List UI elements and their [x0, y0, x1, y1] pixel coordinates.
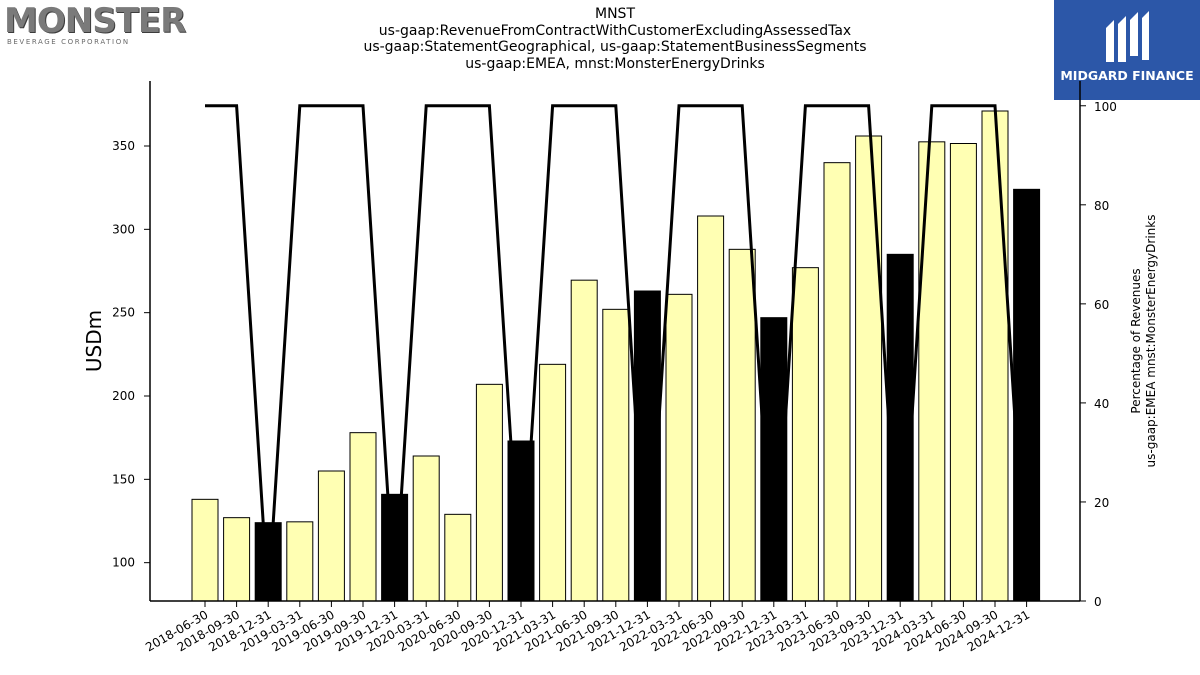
right-y-tick-label: 60: [1094, 298, 1109, 312]
bar: [412, 455, 440, 602]
bars-group: [191, 110, 1041, 602]
bar: [918, 141, 946, 602]
midgard-m-icon: [1106, 11, 1149, 62]
bar: [602, 308, 630, 602]
right-y-tick-label: 40: [1094, 397, 1109, 411]
monster-logo-subtitle: BEVERAGE CORPORATION: [7, 38, 130, 46]
right-axis-label-line: us-gaap:EMEA mnst:MonsterEnergyDrinks: [1144, 215, 1158, 468]
y-tick-label: 250: [112, 306, 135, 320]
bar: [1013, 188, 1041, 602]
y-axis-label: USDm: [82, 310, 106, 372]
chart-title-line: us-gaap:RevenueFromContractWithCustomerE…: [378, 22, 852, 39]
bar: [223, 517, 251, 602]
bar: [855, 135, 883, 602]
series-line: [205, 104, 1029, 602]
bar: [475, 383, 503, 602]
y-tick-label: 200: [112, 389, 135, 403]
bar: [823, 162, 851, 602]
line-group: [205, 104, 1029, 602]
bar: [665, 293, 693, 602]
chart-title: MNST us-gaap:RevenueFromContractWithCust…: [300, 6, 930, 72]
right-y-tick-label: 100: [1094, 100, 1117, 114]
y-tick-label: 300: [112, 222, 135, 236]
bar: [697, 215, 725, 602]
monster-logo-word: MONSTER: [4, 1, 186, 41]
y-tick-label: 100: [112, 556, 135, 570]
midgard-finance-brand: MIDGARD FINANCE: [1060, 68, 1194, 83]
chart-title-line: MNST: [595, 6, 635, 22]
bar: [570, 279, 598, 602]
bar: [728, 248, 756, 602]
monster-logo: MONSTER BEVERAGE CORPORATION: [4, 1, 186, 46]
bar: [317, 470, 345, 602]
bar: [886, 253, 914, 602]
bar: [981, 110, 1009, 602]
right-y-tick-label: 80: [1094, 199, 1109, 213]
right-y-tick-label: 20: [1094, 496, 1109, 510]
right-axis-label-line: Percentage of Revenues: [1129, 268, 1143, 413]
y-tick-label: 150: [112, 472, 135, 486]
bar: [791, 267, 819, 602]
bar: [191, 498, 219, 602]
chart-title-line: us-gaap:StatementGeographical, us-gaap:S…: [363, 39, 867, 55]
bar: [949, 143, 977, 602]
bar: [444, 513, 472, 602]
right-y-tick-label: 0: [1094, 595, 1102, 609]
chart-title-line: us-gaap:EMEA, mnst:MonsterEnergyDrinks: [465, 55, 765, 72]
bar: [539, 363, 567, 602]
midgard-finance-logo: MIDGARD FINANCE: [1054, 0, 1200, 100]
y-tick-label: 350: [112, 139, 135, 153]
bar: [286, 521, 314, 602]
bar: [349, 432, 377, 602]
